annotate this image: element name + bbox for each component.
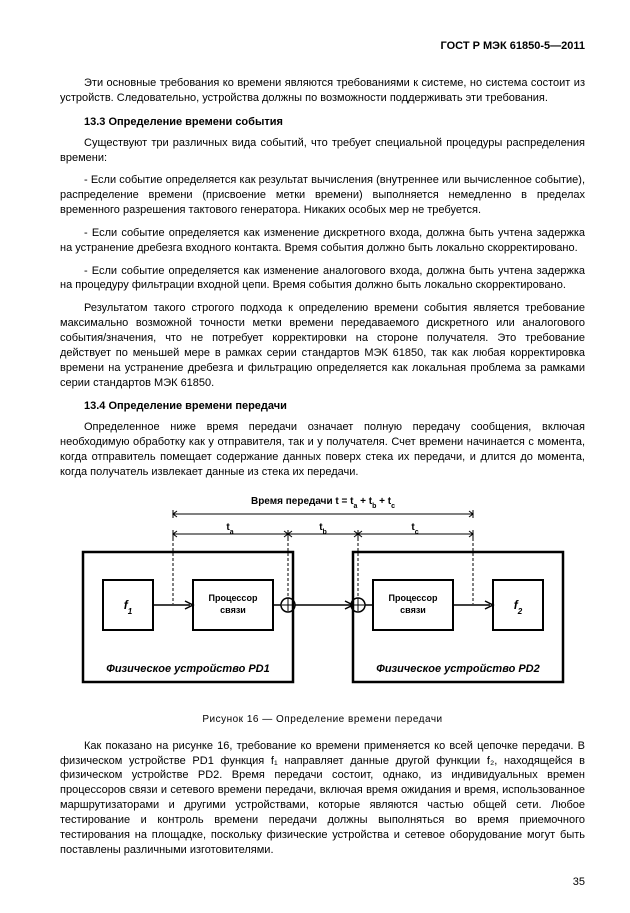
standard-header: ГОСТ Р МЭК 61850-5—2011 [60, 40, 585, 52]
figure-caption: Рисунок 16 — Определение времени передач… [60, 714, 585, 725]
section-title-13-4: 13.4 Определение времени передачи [60, 400, 585, 412]
svg-text:связи: связи [400, 605, 426, 615]
svg-text:f1: f1 [123, 598, 132, 616]
paragraph: Как показано на рисунке 16, требование к… [60, 739, 585, 858]
svg-text:Физическое устройство PD1: Физическое устройство PD1 [106, 663, 270, 675]
figure-svg: Время передачи t = ta + tb + tc ta [73, 492, 573, 697]
svg-text:tb: tb [319, 522, 327, 536]
bullet-item: - Если событие определяется как результа… [60, 173, 585, 218]
bullet-item: - Если событие определяется как изменени… [60, 226, 585, 256]
svg-text:Время передачи t = ta + tb + t: Время передачи t = ta + tb + tc [250, 496, 394, 510]
paragraph: Определенное ниже время передачи означае… [60, 420, 585, 479]
svg-text:tc: tc [411, 522, 418, 536]
paragraph: Существуют три различных вида событий, ч… [60, 136, 585, 166]
page-number: 35 [573, 876, 585, 888]
figure-16: Время передачи t = ta + tb + tc ta [73, 492, 573, 700]
section-title-13-3: 13.3 Определение времени события [60, 116, 585, 128]
svg-text:f2: f2 [513, 598, 522, 616]
svg-text:связи: связи [220, 605, 246, 615]
svg-text:ta: ta [226, 522, 233, 536]
bullet-item: - Если событие определяется как изменени… [60, 264, 585, 294]
document-page: ГОСТ Р МЭК 61850-5—2011 Эти основные тре… [0, 0, 630, 913]
paragraph: Результатом такого строгого подхода к оп… [60, 301, 585, 390]
svg-text:Процессор: Процессор [208, 593, 257, 603]
svg-text:Процессор: Процессор [388, 593, 437, 603]
paragraph: Эти основные требования ко времени являю… [60, 76, 585, 106]
svg-text:Физическое устройство PD2: Физическое устройство PD2 [376, 663, 540, 675]
